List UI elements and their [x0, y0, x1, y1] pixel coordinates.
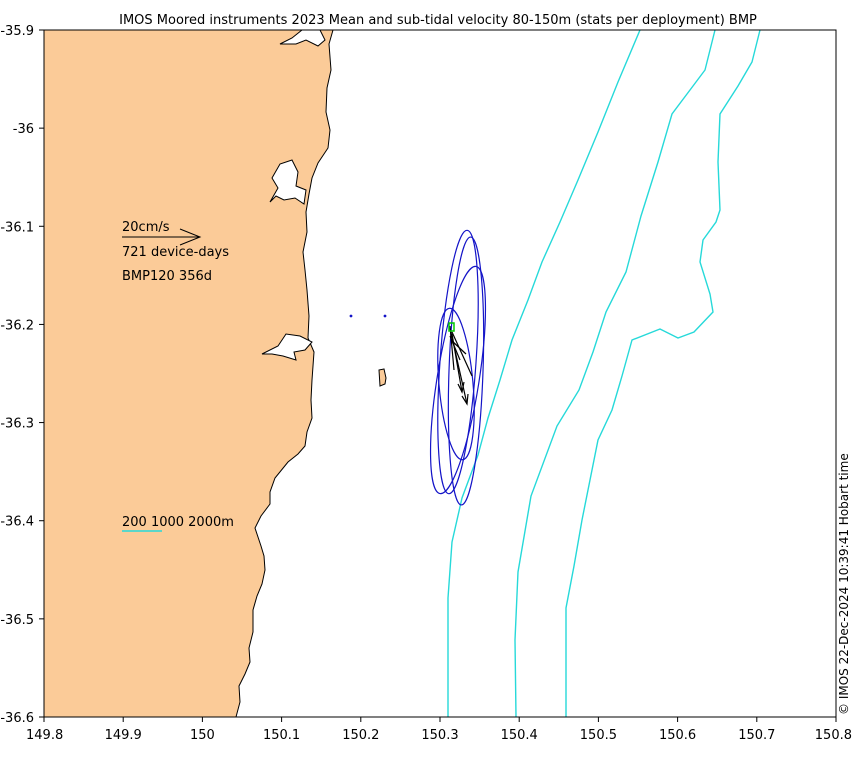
isobath-200m: [447, 29, 641, 717]
mooring-marker: [448, 322, 455, 332]
plot-area: 20cm/s 721 device-days BMP120 356d 200 1…: [43, 29, 837, 718]
x-tick-label: 149.8: [26, 728, 63, 743]
y-tick-label: -36: [13, 122, 34, 137]
x-tick-label: 149.9: [105, 728, 142, 743]
isobaths: [447, 29, 761, 718]
map-legend: 20cm/s 721 device-days BMP120 356d 200 1…: [122, 220, 234, 532]
y-tick-label: -36.1: [0, 220, 34, 235]
x-tick-label: 150.3: [421, 728, 458, 743]
station-dot-east: [383, 314, 387, 318]
estuary-south: [261, 333, 313, 361]
isobath-2000m: [565, 29, 761, 717]
island: [378, 368, 387, 387]
x-tick-label: 150.5: [580, 728, 617, 743]
x-tick-label: 150.8: [815, 728, 852, 743]
velocity-arrow-3: [451, 331, 473, 377]
y-axis: -35.9 -36 -36.1 -36.2 -36.3 -36.4 -36.5 -36.6: [0, 24, 44, 726]
velocity-arrows: [449, 325, 473, 406]
station-dot-west: [349, 314, 353, 318]
y-tick-label: -36.5: [0, 613, 34, 628]
variance-ellipse-4: [437, 307, 475, 461]
velocity-arrow-2-head: [457, 381, 465, 394]
x-tick-label: 150.2: [342, 728, 379, 743]
variance-ellipse-3: [429, 265, 487, 495]
isobath-1000m: [514, 29, 716, 718]
y-tick-label: -36.2: [0, 318, 34, 333]
x-tick-label: 150: [190, 728, 215, 743]
legend-scale-label: 20cm/s: [122, 220, 170, 235]
legend-scale-arrow-head: [179, 228, 202, 246]
coastline-land: [43, 29, 334, 718]
x-axis: 149.8 149.9 150 150.1 150.2 150.3 150.4 150.5 15…: [26, 717, 852, 743]
y-tick-label: -36.4: [0, 515, 34, 530]
estuary-north: [279, 29, 326, 47]
estuary-middle: [269, 159, 307, 205]
legend-isobaths-label: 200 1000 2000m: [122, 515, 234, 530]
y-tick-label: -35.9: [0, 24, 34, 39]
x-tick-label: 150.6: [659, 728, 696, 743]
variance-ellipse-2: [447, 236, 485, 506]
x-tick-label: 150.1: [263, 728, 300, 743]
velocity-arrow-6: [449, 325, 455, 371]
map-title: IMOS Moored instruments 2023 Mean and su…: [119, 13, 757, 28]
y-tick-label: -36.3: [0, 417, 34, 432]
side-timestamp-label: © IMOS 22-Dec-2024 10:39:41 Hobart time: [837, 453, 851, 715]
velocity-arrow-5: [450, 339, 467, 355]
velocity-arrow-1-head: [461, 393, 469, 406]
legend-deployment: BMP120 356d: [122, 269, 212, 284]
x-tick-label: 150.4: [501, 728, 538, 743]
legend-device-days: 721 device-days: [122, 245, 229, 260]
y-tick-label: -36.6: [0, 711, 34, 726]
x-tick-label: 150.7: [738, 728, 775, 743]
variance-ellipses: [429, 229, 487, 506]
